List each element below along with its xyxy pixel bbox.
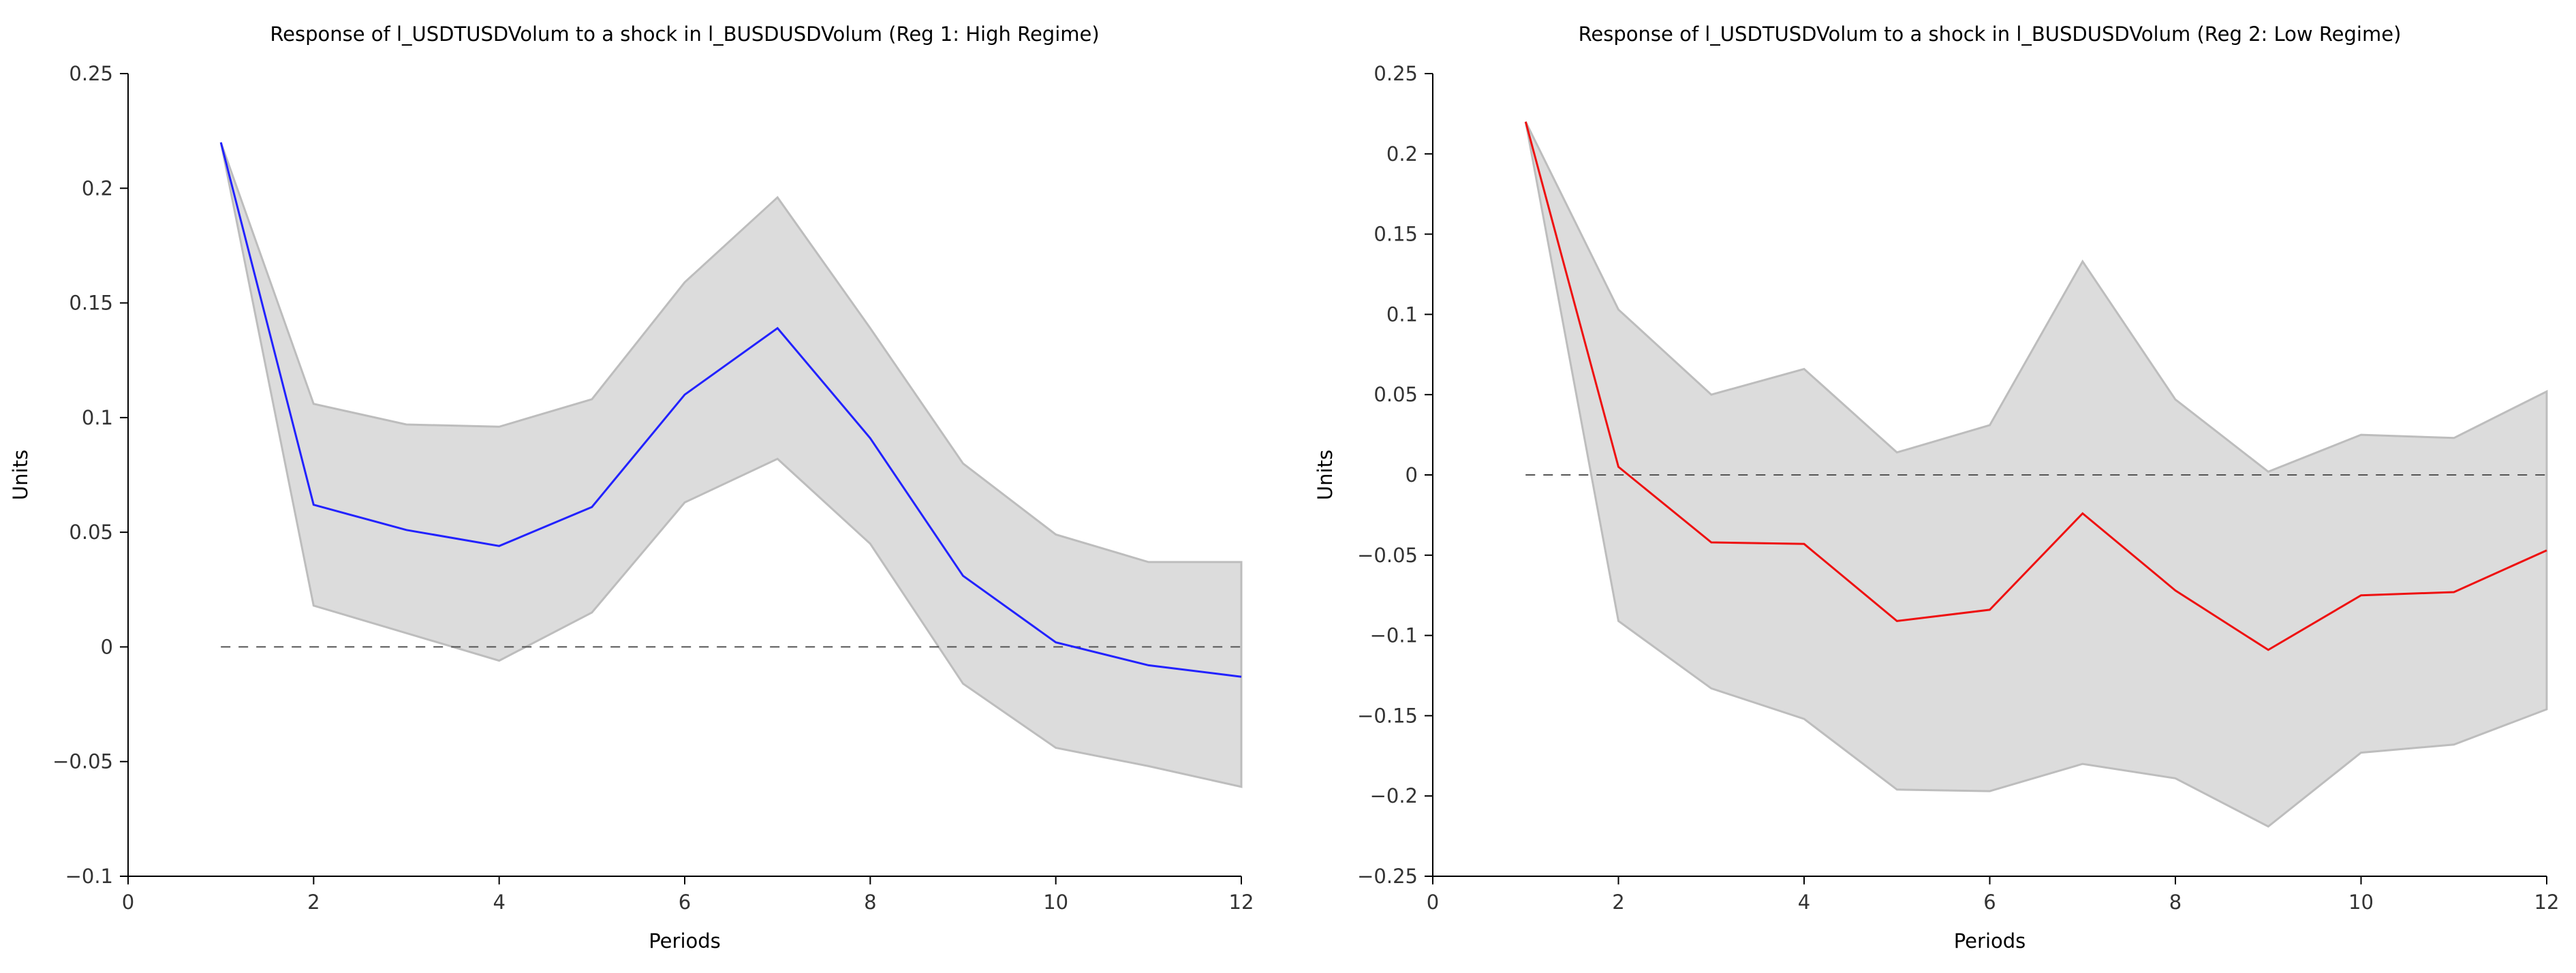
- x-tick-label: 6: [1983, 891, 1996, 914]
- x-tick-label: 12: [1229, 891, 1254, 914]
- chart-panel-2: −0.25 −0.2 −0.15 −0.1 −0.05 0 0.05 0.1 0.15 0.2 0.…: [1314, 22, 2559, 953]
- y-tick-label: −0.05: [52, 750, 113, 773]
- chart-title: Response of l_USDTUSDVolum to a shock in…: [1579, 22, 2402, 46]
- x-axis-label: Periods: [1954, 929, 2026, 953]
- y-tick-label: 0.15: [1374, 223, 1418, 246]
- y-tick-label: −0.25: [1357, 865, 1418, 888]
- confidence-band: [1524, 121, 2548, 828]
- y-tick-label: 0.2: [1386, 142, 1418, 166]
- y-tick-label: 0.2: [82, 176, 113, 200]
- y-tick-label: −0.05: [1357, 544, 1418, 567]
- y-tick-label: 0: [101, 635, 113, 658]
- x-tick-label: 4: [493, 891, 505, 914]
- chart-title: Response of l_USDTUSDVolum to a shock in…: [270, 22, 1099, 46]
- x-tick-label: 12: [2534, 891, 2560, 914]
- y-axis-label: Units: [9, 450, 32, 500]
- y-tick-label: −0.15: [1357, 704, 1418, 727]
- x-tick-label: 10: [1043, 891, 1068, 914]
- x-tick-label: 4: [1798, 891, 1810, 914]
- y-tick-label: 0.25: [69, 62, 113, 85]
- y-tick-label: −0.2: [1370, 784, 1418, 807]
- response-line: [219, 142, 1242, 678]
- y-tick-label: 0: [1406, 463, 1418, 486]
- y-tick-label: −0.1: [1370, 624, 1418, 647]
- x-tick-label: 6: [679, 891, 691, 914]
- y-tick-label: 0.1: [1386, 303, 1418, 326]
- x-tick-label: 8: [864, 891, 876, 914]
- x-tick-label: 8: [2169, 891, 2182, 914]
- y-tick-label: 0.05: [1374, 383, 1418, 406]
- y-axis-label: Units: [1314, 450, 1337, 500]
- chart-panel-1: −0.1 −0.05 0 0.05 0.1 0.15 0.2 0.25 0 2 4 6 8 10 12 Res…: [9, 22, 1254, 953]
- y-tick-label: 0.1: [82, 406, 113, 429]
- x-tick-label: 2: [307, 891, 320, 914]
- x-axis-label: Periods: [649, 929, 721, 953]
- y-tick-label: 0.15: [69, 292, 113, 315]
- confidence-band: [219, 142, 1243, 788]
- x-tick-label: 2: [1612, 891, 1624, 914]
- response-line: [1524, 121, 2547, 651]
- y-tick-label: 0.25: [1374, 62, 1418, 85]
- x-tick-label: 10: [2348, 891, 2374, 914]
- x-tick-label: 0: [122, 891, 134, 914]
- y-tick-label: −0.1: [65, 865, 113, 888]
- x-tick-label: 0: [1427, 891, 1439, 914]
- y-tick-label: 0.05: [69, 521, 113, 544]
